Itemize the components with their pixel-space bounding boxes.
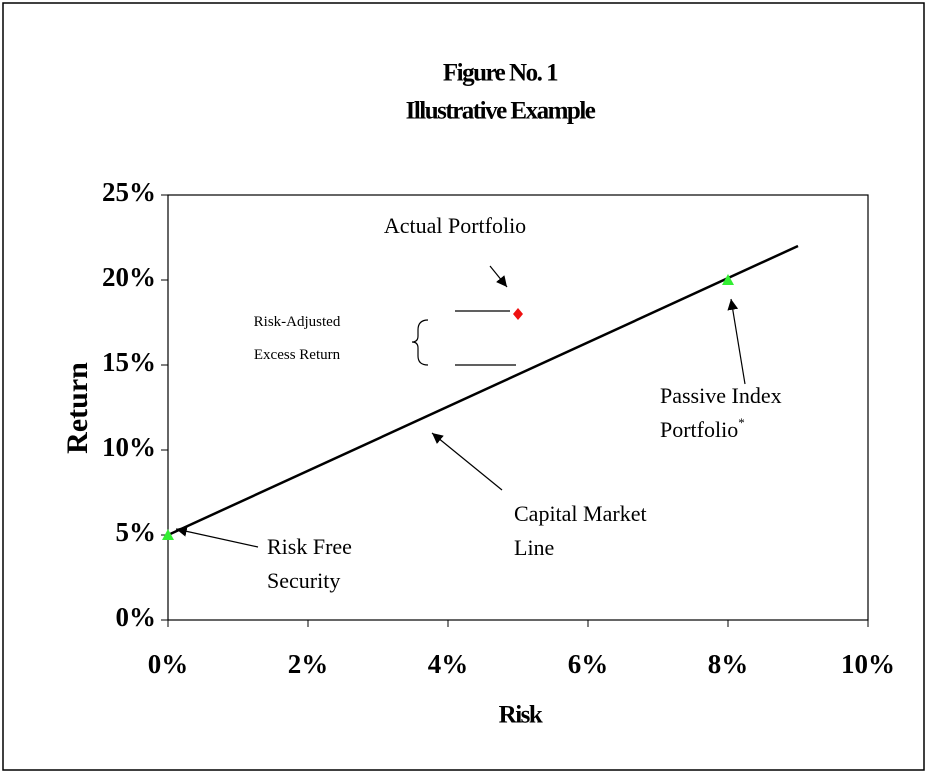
- x-axis-label: Risk: [499, 702, 543, 729]
- annotation: Risk-Adjusted: [254, 314, 341, 330]
- point: [513, 308, 523, 320]
- y-tick-label: 10%: [102, 432, 156, 462]
- chart-title: Figure No. 1: [443, 60, 558, 87]
- annotation: Excess Return: [254, 347, 341, 363]
- annotation: Capital Market: [514, 501, 647, 526]
- arrow: [489, 265, 508, 288]
- x-tick-label: 6%: [568, 649, 609, 679]
- annotation: Risk Free: [267, 534, 352, 559]
- y-tick-label: 0%: [116, 602, 157, 632]
- annotation-text: Excess Return: [254, 347, 341, 363]
- annotation: Passive Index: [660, 383, 782, 408]
- x-tick-label: 2%: [288, 649, 329, 679]
- point: [162, 529, 174, 540]
- x-tick-label: 4%: [428, 649, 469, 679]
- chart-subtitle: Illustrative Example: [406, 98, 596, 125]
- y-tick-label: 25%: [102, 177, 156, 207]
- plot-area: [167, 194, 869, 621]
- x-tick-label: 10%: [841, 649, 895, 679]
- y-axis-label: Return: [61, 362, 94, 454]
- annotation-graphics: [175, 265, 746, 548]
- arrow: [175, 526, 259, 548]
- annotation: Actual Portfolio: [384, 213, 526, 238]
- point: [722, 274, 734, 285]
- annotation: Portfolio*: [660, 415, 745, 442]
- annotation-text: Capital Market: [514, 501, 647, 526]
- annotation-text: Actual Portfolio: [384, 213, 526, 238]
- line: [167, 244, 799, 537]
- arrow: [727, 298, 746, 385]
- annotation-text: Passive Index: [660, 383, 782, 408]
- y-tick-label: 20%: [102, 262, 156, 292]
- annotation-text: Line: [514, 535, 554, 560]
- annotation-text: Risk Free: [267, 534, 352, 559]
- brace: [411, 319, 429, 366]
- x-tick-label: 8%: [708, 649, 749, 679]
- y-tick-label: 5%: [116, 517, 157, 547]
- annotation-text: Security: [267, 568, 340, 593]
- annotation: Security: [267, 568, 340, 593]
- arrow: [431, 432, 503, 491]
- x-tick-label: 0%: [148, 649, 189, 679]
- y-tick-label: 15%: [102, 347, 156, 377]
- annotation-text: Risk-Adjusted: [254, 314, 341, 330]
- annotation-text: Portfolio: [660, 417, 738, 442]
- annotation-sup: *: [738, 415, 745, 430]
- annotation: Line: [514, 535, 554, 560]
